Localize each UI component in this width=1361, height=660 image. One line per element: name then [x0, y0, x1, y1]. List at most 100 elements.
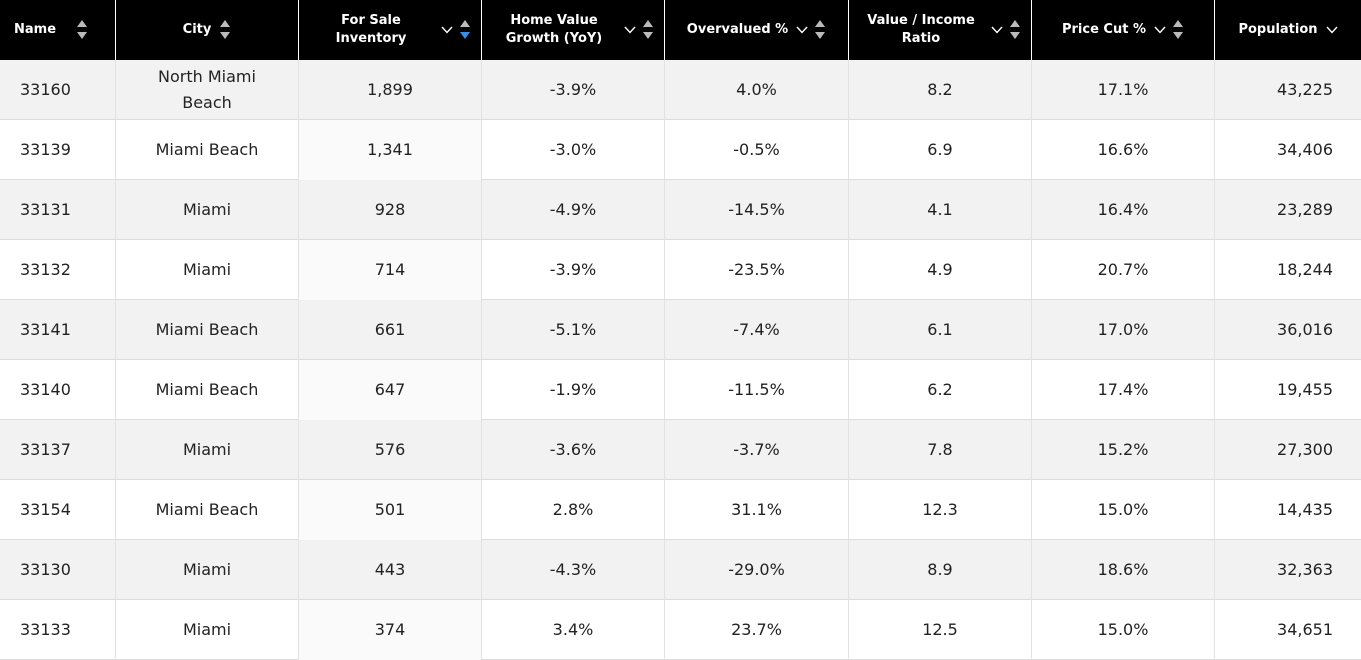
filter-chevron[interactable] [624, 26, 636, 34]
table-cell: 16.6% [1032, 120, 1215, 180]
table-cell: -14.5% [665, 180, 849, 240]
table-cell: 928 [299, 180, 482, 240]
table-cell: 12.5 [849, 600, 1032, 660]
table-cell: 34,651 [1277, 620, 1333, 639]
sort-arrows[interactable] [814, 19, 826, 41]
table-cell: 3.4% [482, 600, 665, 660]
header-label: Home Value Growth (YoY) [505, 13, 603, 46]
table-cell: 33130 [0, 540, 116, 600]
table-cell: 23.7% [665, 600, 849, 660]
table-cell: 33141 [0, 300, 116, 360]
table-cell: 4.1 [849, 180, 1032, 240]
header-cell[interactable]: Population [1215, 0, 1361, 60]
table-cell: 4.0% [665, 60, 849, 120]
table-row[interactable]: 33139 Miami Beach 1,341 -3.0% -0.5% 6.9 16.6% 3… [0, 120, 1361, 180]
table-cell: 501 [299, 480, 482, 540]
table-cell: -3.9% [482, 240, 665, 300]
table-cell: -11.5% [665, 360, 849, 420]
table-row[interactable]: 33140 Miami Beach 647 -1.9% -11.5% 6.2 17.4% 19… [0, 360, 1361, 420]
table-cell: 2.8% [482, 480, 665, 540]
table-cell: 33140 [0, 360, 116, 420]
table-cell: -5.1% [482, 300, 665, 360]
header-cell[interactable]: City [116, 0, 299, 60]
table-cell: 33154 [0, 480, 116, 540]
table-cell: 15.0% [1032, 480, 1215, 540]
header-label: Overvalued % [686, 22, 789, 37]
header-row: Name City For Sale Inventory Home Value … [0, 0, 1361, 60]
table-cell: -4.3% [482, 540, 665, 600]
header-cell[interactable]: Home Value Growth (YoY) [482, 0, 665, 60]
table-cell: 43,225 [1277, 80, 1333, 99]
table-cell: 19,455 [1277, 380, 1333, 399]
header-label: Name [14, 22, 57, 37]
table-cell: 661 [299, 300, 482, 360]
table-cell: 4.9 [849, 240, 1032, 300]
table-cell: -0.5% [665, 120, 849, 180]
sort-arrows[interactable] [642, 19, 654, 41]
header-icons [76, 19, 88, 41]
table-cell: 33139 [0, 120, 116, 180]
table-cell: 27,300 [1277, 440, 1333, 459]
header-label: Price Cut % [1061, 22, 1146, 37]
table-cell: 15.2% [1032, 420, 1215, 480]
sort-arrows[interactable] [1172, 19, 1184, 41]
header-cell[interactable]: Overvalued % [665, 0, 849, 60]
sort-arrows[interactable] [459, 19, 471, 41]
table-cell: 31.1% [665, 480, 849, 540]
table-cell: 1,899 [299, 60, 482, 120]
header-cell[interactable]: For Sale Inventory [299, 0, 482, 60]
table-row[interactable]: 33154 Miami Beach 501 2.8% 31.1% 12.3 15.0% 14,… [0, 480, 1361, 540]
header-icons [219, 19, 231, 41]
table-cell: 14,435 [1277, 500, 1333, 519]
table-cell: 6.9 [849, 120, 1032, 180]
header-icons [1326, 26, 1338, 34]
header-cell[interactable]: Price Cut % [1032, 0, 1215, 60]
filter-chevron[interactable] [1154, 26, 1166, 34]
filter-chevron[interactable] [441, 26, 453, 34]
header-cell[interactable]: Value / Income Ratio [849, 0, 1032, 60]
filter-chevron[interactable] [991, 26, 1003, 34]
table-cell: 33137 [0, 420, 116, 480]
table-row[interactable]: 33137 Miami 576 -3.6% -3.7% 7.8 15.2% 27,300 [0, 420, 1361, 480]
table-cell: 443 [299, 540, 482, 600]
table-cell: 33132 [0, 240, 116, 300]
table-cell: -1.9% [482, 360, 665, 420]
table-cell: 1,341 [299, 120, 482, 180]
table-cell: -7.4% [665, 300, 849, 360]
table-cell: 6.2 [849, 360, 1032, 420]
table-row[interactable]: 33131 Miami 928 -4.9% -14.5% 4.1 16.4% 23,289 [0, 180, 1361, 240]
table-cell: 17.1% [1032, 60, 1215, 120]
table-cell: 7.8 [849, 420, 1032, 480]
table-cell: Miami Beach [116, 480, 299, 540]
table-cell: -29.0% [665, 540, 849, 600]
sort-arrows[interactable] [1009, 19, 1021, 41]
table-cell: -3.0% [482, 120, 665, 180]
table-cell: 18.6% [1032, 540, 1215, 600]
header-label: For Sale Inventory [335, 13, 407, 46]
table-cell: -3.6% [482, 420, 665, 480]
table-cell: 20.7% [1032, 240, 1215, 300]
table-cell: 374 [299, 600, 482, 660]
table-body: 33160 North Miami Beach 1,899 -3.9% 4.0% 8.2 1… [0, 60, 1361, 660]
table-cell: 15.0% [1032, 600, 1215, 660]
table-row[interactable]: 33133 Miami 374 3.4% 23.7% 12.5 15.0% 34,651 [0, 600, 1361, 660]
table-row[interactable]: 33130 Miami 443 -4.3% -29.0% 8.9 18.6% 32,363 [0, 540, 1361, 600]
table-cell: Miami [116, 540, 299, 600]
table-cell: North Miami Beach [116, 60, 299, 120]
table-cell: 6.1 [849, 300, 1032, 360]
table-cell: -3.7% [665, 420, 849, 480]
sort-arrows[interactable] [76, 19, 88, 41]
filter-chevron[interactable] [1326, 26, 1338, 34]
header-icons [991, 19, 1021, 41]
table-cell: -4.9% [482, 180, 665, 240]
header-icons [624, 19, 654, 41]
table-cell: 17.4% [1032, 360, 1215, 420]
table-cell: 576 [299, 420, 482, 480]
table-row[interactable]: 33132 Miami 714 -3.9% -23.5% 4.9 20.7% 18,244 [0, 240, 1361, 300]
table-row[interactable]: 33141 Miami Beach 661 -5.1% -7.4% 6.1 17.0% 36,… [0, 300, 1361, 360]
header-cell[interactable]: Name [0, 0, 116, 60]
table-row[interactable]: 33160 North Miami Beach 1,899 -3.9% 4.0% 8.2 1… [0, 60, 1361, 120]
sort-arrows[interactable] [219, 19, 231, 41]
table-cell: 8.9 [849, 540, 1032, 600]
filter-chevron[interactable] [796, 26, 808, 34]
